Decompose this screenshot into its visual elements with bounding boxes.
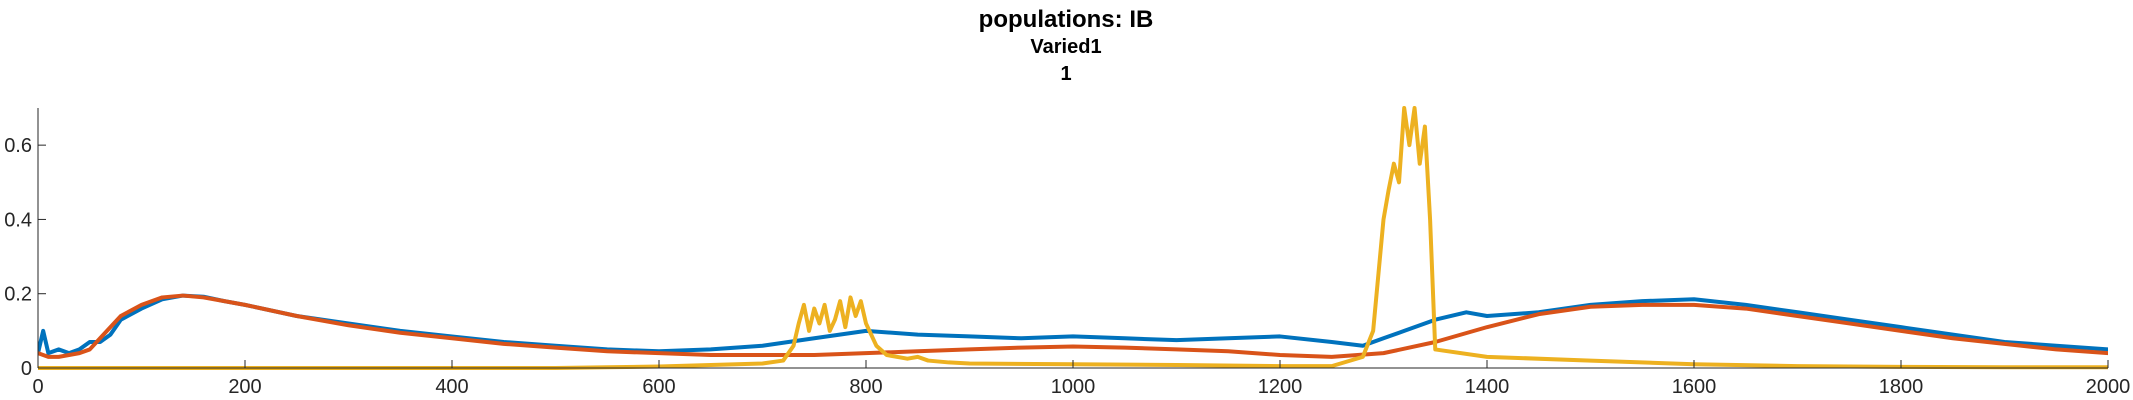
chart-subtitle-2: 1	[1060, 63, 1071, 85]
chart-title: populations: IB	[979, 6, 1154, 33]
x-tick-label: 0	[32, 376, 43, 398]
x-tick-label: 200	[228, 376, 261, 398]
x-tick-label: 2000	[2086, 376, 2131, 398]
x-tick-label: 400	[435, 376, 468, 398]
series-line-3	[38, 106, 2108, 370]
x-tick-label: 1200	[1258, 376, 1303, 398]
x-tick-label: 1600	[1672, 376, 1717, 398]
series-layer	[38, 106, 2108, 370]
y-tick-label: 0	[21, 358, 32, 380]
x-tick-label: 600	[642, 376, 675, 398]
y-tick-label: 0.4	[4, 209, 32, 231]
axes-layer: 0 200 400 600 800 1000 1200 1400 1600 1800 2000 0 0.…	[4, 108, 2130, 398]
y-tick-label: 0.2	[4, 284, 32, 306]
y-tick-label: 0.6	[4, 135, 32, 157]
series-line-2	[38, 293, 2108, 359]
series-line-1	[38, 293, 2108, 356]
chart-subtitle: Varied1	[1030, 36, 1101, 58]
x-tick-label: 1800	[1879, 376, 1924, 398]
x-tick-label: 1400	[1465, 376, 1510, 398]
x-tick-label: 1000	[1051, 376, 1096, 398]
x-tick-label: 800	[849, 376, 882, 398]
